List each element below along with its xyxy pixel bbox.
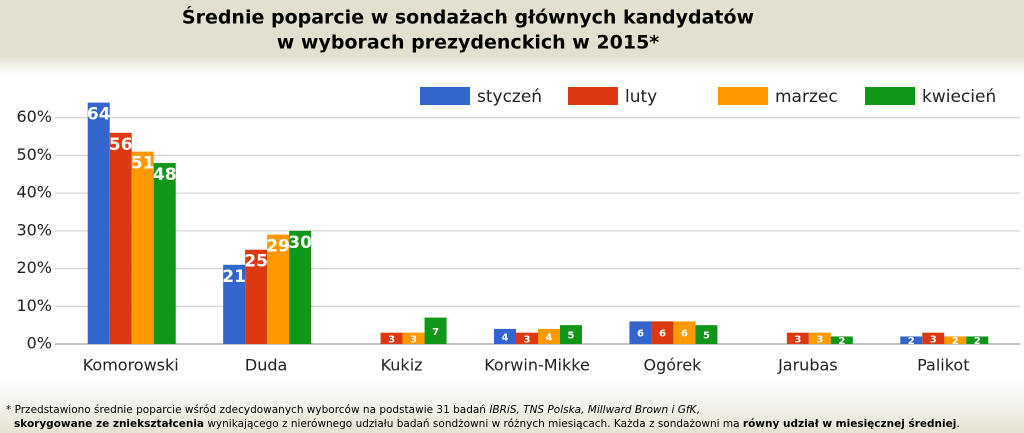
value-label: 3 (524, 334, 531, 345)
x-tick-label: Jarubas (777, 356, 838, 375)
x-tick-label: Duda (245, 356, 287, 375)
footnote-text: IBRiS, TNS Polska, Millward Brown i GfK (489, 404, 697, 416)
value-label: 2 (952, 336, 959, 347)
bar (153, 162, 176, 344)
y-tick-label: 60% (16, 107, 52, 126)
value-label: 48 (153, 165, 177, 185)
value-label: 3 (410, 334, 417, 345)
legend-label: luty (625, 87, 657, 107)
chart-title: Średnie poparcie w sondażach głównych ka… (182, 5, 754, 29)
y-tick-label: 20% (16, 258, 52, 277)
x-tick-label: Komorowski (83, 356, 179, 375)
bar (900, 336, 923, 344)
title-band (0, 0, 1024, 75)
bar (830, 336, 853, 344)
bar (966, 336, 989, 344)
legend-swatch (568, 87, 618, 105)
value-label: 2 (838, 336, 845, 347)
value-label: 6 (681, 329, 688, 340)
value-label: 29 (266, 237, 290, 257)
legend-label: styczeń (477, 87, 542, 107)
value-label: 56 (109, 135, 133, 155)
value-label: 2 (974, 336, 981, 347)
y-tick-label: 30% (16, 220, 52, 239)
value-label: 4 (546, 332, 553, 343)
value-label: 3 (930, 334, 937, 345)
bar (695, 325, 718, 344)
bar (629, 321, 652, 344)
footnote-text: wynikającego z nierównego udziału badań … (204, 418, 743, 430)
bar (380, 332, 403, 344)
x-tick-label: Ogórek (643, 356, 702, 375)
legend-swatch (420, 87, 470, 105)
chart-title: w wyborach prezydenckich w 2015* (277, 32, 660, 54)
bar (424, 317, 447, 344)
bar (786, 332, 809, 344)
footnote-text: * Przedstawiono średnie poparcie wśród z… (6, 404, 489, 416)
bar (673, 321, 696, 344)
bar (245, 249, 268, 344)
legend-swatch (718, 87, 768, 105)
bar (223, 264, 246, 344)
x-tick-label: Korwin-Mikke (484, 356, 590, 375)
y-tick-label: 40% (16, 183, 52, 202)
value-label: 51 (131, 154, 155, 174)
bar (267, 234, 290, 344)
x-tick-label: Palikot (917, 356, 969, 375)
bar (87, 102, 110, 344)
value-label: 6 (637, 329, 644, 340)
value-label: 7 (432, 327, 439, 338)
value-label: 5 (703, 331, 710, 342)
value-label: 3 (794, 334, 801, 345)
bar (922, 332, 945, 344)
x-tick-label: Kukiz (381, 356, 423, 375)
bar (516, 332, 538, 344)
bar (109, 132, 132, 344)
value-label: 64 (87, 105, 111, 125)
value-label: 25 (244, 252, 268, 272)
y-tick-label: 0% (27, 334, 52, 353)
footnote-text: równy udział w miesięcznej średniej (743, 418, 956, 430)
footnote-band (0, 380, 1024, 433)
bar (494, 328, 516, 344)
value-label: 6 (659, 329, 666, 340)
footnote-text: skorygowane ze zniekształcenia (14, 418, 204, 430)
value-label: 5 (568, 331, 575, 342)
footnote: * Przedstawiono średnie poparcie wśród z… (6, 404, 700, 416)
y-tick-label: 10% (16, 296, 52, 315)
footnote-text: . (956, 418, 959, 430)
bar (808, 332, 831, 344)
footnote: skorygowane ze zniekształcenia wynikając… (14, 418, 960, 430)
legend-swatch (865, 87, 915, 105)
value-label: 21 (222, 267, 246, 287)
value-label: 30 (288, 233, 312, 253)
bar (651, 321, 674, 344)
y-tick-label: 50% (16, 145, 52, 164)
legend-label: marzec (775, 87, 838, 107)
bar (402, 332, 425, 344)
legend-label: kwiecień (922, 87, 996, 107)
value-label: 3 (388, 334, 395, 345)
footnote-text: , (696, 404, 699, 416)
value-label: 2 (908, 336, 915, 347)
bar (131, 151, 154, 344)
value-label: 4 (502, 332, 509, 343)
bar (560, 325, 582, 344)
bar (538, 328, 560, 344)
value-label: 3 (816, 334, 823, 345)
bar (289, 230, 312, 344)
bar (944, 336, 967, 344)
